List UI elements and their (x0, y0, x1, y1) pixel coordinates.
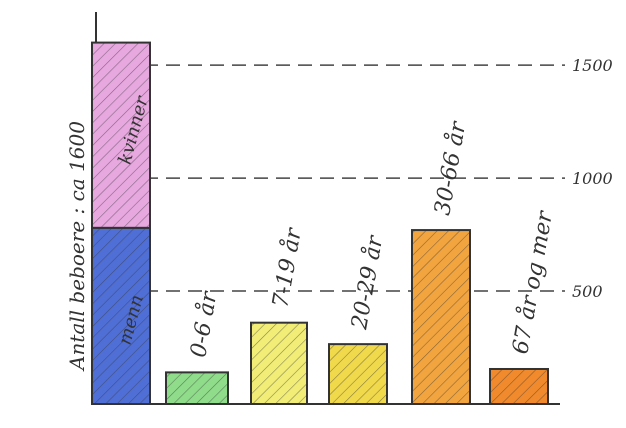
bar-3-hatch (411, 229, 471, 405)
bar-4-hatch (489, 367, 549, 405)
stacked-bar (91, 41, 151, 405)
category-label-1: 7-19 år (266, 225, 307, 310)
category-label-3: 30-66 år (428, 118, 471, 217)
stack-segment-menn-hatch (91, 226, 151, 405)
y-axis-label: Antall beboere : ca 1600 (65, 121, 89, 372)
tick-label-1000: 1000 (572, 169, 613, 188)
category-label-4: 67 år og mer (506, 208, 558, 356)
stack-segment-kvinner-hatch (91, 41, 151, 229)
tick-label-1500: 1500 (572, 56, 613, 75)
bar-0-hatch (165, 371, 229, 405)
category-label-2: 20-29 år (345, 232, 388, 332)
category-label-0: 0-6 år (184, 288, 222, 359)
tick-labels: 500 1000 1500 (572, 56, 613, 301)
bar-1-hatch (250, 321, 308, 405)
tick-label-500: 500 (572, 282, 603, 301)
bar-2-hatch (328, 343, 388, 405)
bars (165, 229, 549, 405)
gridlines (100, 64, 565, 292)
